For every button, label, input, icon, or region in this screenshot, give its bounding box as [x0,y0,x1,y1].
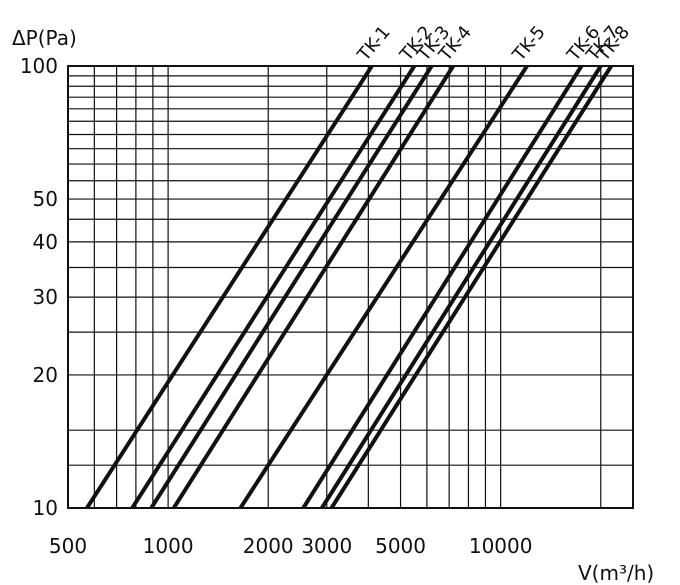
grid [68,66,633,508]
y-tick-label: 40 [33,230,58,254]
series-line-tk-6 [303,66,581,508]
y-tick-label: 10 [33,496,58,520]
x-tick-label: 1000 [143,534,194,558]
y-tick-label: 30 [33,285,58,309]
series-lines [87,66,611,508]
series-line-tk-5 [240,66,527,508]
y-tick-labels: 10 20 30 40 50 100 [20,54,58,520]
x-tick-label: 500 [49,534,87,558]
y-tick-label: 20 [33,363,58,387]
y-axis-title: ΔP(Pa) [12,26,77,50]
x-tick-label: 2000 [243,534,294,558]
series-line-tk-4 [174,66,453,508]
series-line-tk-3 [151,66,431,508]
series-label-tk-1: TK-1 [353,22,395,66]
x-tick-label: 3000 [301,534,352,558]
x-tick-label: 10000 [469,534,533,558]
x-axis-title: V(m³/h) [578,561,654,585]
x-tick-labels: 500 1000 2000 3000 5000 10000 [49,534,533,558]
series-label-tk-5: TK-5 [508,22,550,66]
y-tick-label: 100 [20,54,58,78]
series-labels: TK-1 TK-2TK-3TK-4 TK-5 TK-6TK-7TK-8 [353,22,634,66]
x-tick-label: 5000 [375,534,426,558]
series-line-tk-7 [322,66,601,508]
y-tick-label: 50 [33,187,58,211]
series-line-tk-1 [87,66,372,508]
